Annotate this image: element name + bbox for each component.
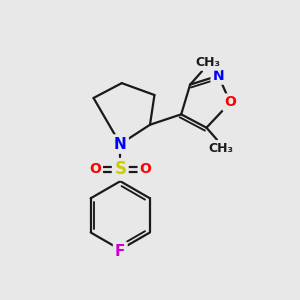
Text: CH₃: CH₃ — [196, 56, 220, 69]
Text: CH₃: CH₃ — [209, 142, 234, 155]
Text: N: N — [212, 69, 224, 83]
Text: N: N — [114, 136, 127, 152]
Text: S: S — [114, 160, 126, 178]
Text: O: O — [224, 95, 236, 110]
Text: F: F — [115, 244, 125, 259]
Text: O: O — [89, 162, 101, 176]
Text: O: O — [140, 162, 152, 176]
